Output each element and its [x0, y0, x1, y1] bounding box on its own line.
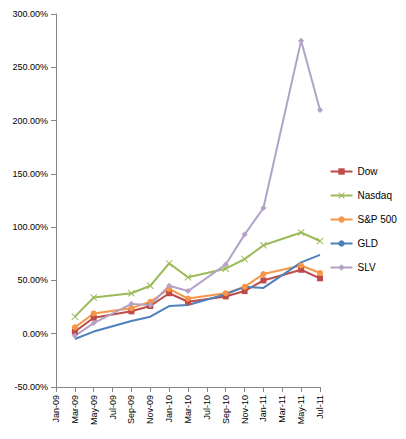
svg-text:Nasdaq: Nasdaq [358, 190, 392, 201]
svg-text:Nov-10: Nov-10 [240, 395, 250, 424]
svg-text:Mar-11: Mar-11 [277, 395, 287, 423]
svg-text:Jul-11: Jul-11 [315, 395, 325, 419]
svg-text:300.00%: 300.00% [12, 9, 48, 19]
svg-text:GLD: GLD [358, 238, 379, 249]
svg-text:Sep-09: Sep-09 [126, 395, 136, 424]
svg-text:Jul-10: Jul-10 [202, 395, 212, 420]
svg-text:Jan-11: Jan-11 [258, 395, 268, 422]
svg-text:200.00%: 200.00% [12, 116, 48, 126]
svg-text:Jan-09: Jan-09 [51, 395, 61, 423]
svg-text:100.00%: 100.00% [12, 222, 48, 232]
svg-text:Mar-09: Mar-09 [70, 395, 80, 424]
svg-text:-50.00%: -50.00% [14, 382, 48, 392]
svg-text:Dow: Dow [358, 166, 379, 177]
svg-text:0.00%: 0.00% [22, 329, 48, 339]
svg-text:May-11: May-11 [296, 395, 306, 424]
svg-text:Jul-09: Jul-09 [108, 395, 118, 420]
svg-text:Jan-10: Jan-10 [164, 395, 174, 423]
svg-text:50.00%: 50.00% [17, 275, 48, 285]
svg-text:May-09: May-09 [89, 395, 99, 425]
svg-text:Nov-09: Nov-09 [145, 395, 155, 424]
svg-text:150.00%: 150.00% [12, 169, 48, 179]
svg-text:S&P 500: S&P 500 [358, 214, 398, 225]
svg-text:250.00%: 250.00% [12, 62, 48, 72]
svg-text:Mar-10: Mar-10 [183, 395, 193, 424]
svg-text:Sep-10: Sep-10 [221, 395, 231, 424]
svg-text:SLV: SLV [358, 262, 376, 273]
